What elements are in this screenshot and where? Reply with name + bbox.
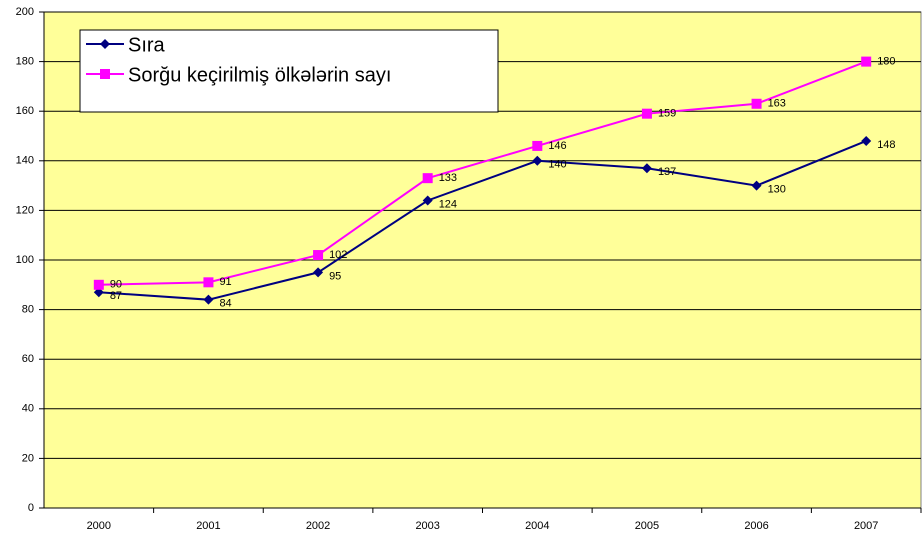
legend-marker: [100, 69, 110, 79]
y-tick-label: 40: [22, 403, 34, 415]
data-label: 159: [658, 108, 676, 120]
data-label: 130: [768, 184, 786, 196]
y-tick-label: 0: [28, 502, 34, 514]
x-tick-label: 2006: [744, 520, 768, 532]
data-label: 163: [768, 98, 786, 110]
x-tick-label: 2002: [306, 520, 330, 532]
legend-label: Sıra: [128, 34, 166, 56]
y-tick-label: 140: [16, 155, 34, 167]
x-tick-label: 2004: [525, 520, 549, 532]
point: [313, 267, 324, 278]
x-tick-label: 2005: [635, 520, 659, 532]
point: [93, 279, 104, 290]
legend: [79, 29, 499, 113]
data-label: 137: [658, 166, 676, 178]
point: [641, 108, 652, 119]
data-label: 124: [439, 198, 457, 210]
point: [751, 180, 762, 191]
point: [422, 173, 433, 184]
point: [861, 56, 872, 67]
y-tick-label: 100: [16, 254, 34, 266]
data-label: 102: [329, 249, 347, 261]
x-tick-label: 2000: [87, 520, 111, 532]
data-label: 87: [110, 290, 122, 302]
x-tick-label: 2007: [854, 520, 878, 532]
point: [751, 98, 762, 109]
data-label: 148: [877, 139, 895, 151]
x-tick-label: 2001: [196, 520, 220, 532]
point: [532, 140, 543, 151]
y-tick-label: 80: [22, 304, 34, 316]
point: [203, 294, 214, 305]
x-tick-label: 2003: [415, 520, 439, 532]
data-label: 91: [219, 276, 231, 288]
y-tick-label: 200: [16, 6, 34, 18]
point: [532, 155, 543, 166]
data-label: 133: [439, 172, 457, 184]
data-label: 90: [110, 279, 122, 291]
point: [861, 135, 872, 146]
y-tick-label: 180: [16, 56, 34, 68]
data-label: 146: [548, 140, 566, 152]
data-label: 84: [219, 298, 231, 310]
data-label: 95: [329, 270, 341, 282]
y-tick-label: 20: [22, 452, 34, 464]
y-tick-label: 160: [16, 105, 34, 117]
point: [203, 277, 214, 288]
point: [422, 195, 433, 206]
point: [313, 250, 324, 261]
data-label: 180: [877, 56, 895, 68]
data-label: 140: [548, 159, 566, 171]
point: [641, 163, 652, 174]
legend-label: Sorğu keçirilmiş ölkələrin sayı: [128, 64, 391, 86]
series-line: [98, 140, 867, 301]
series-line: [98, 60, 867, 286]
y-tick-label: 60: [22, 353, 34, 365]
y-tick-label: 120: [16, 204, 34, 216]
legend-marker: [100, 39, 110, 49]
